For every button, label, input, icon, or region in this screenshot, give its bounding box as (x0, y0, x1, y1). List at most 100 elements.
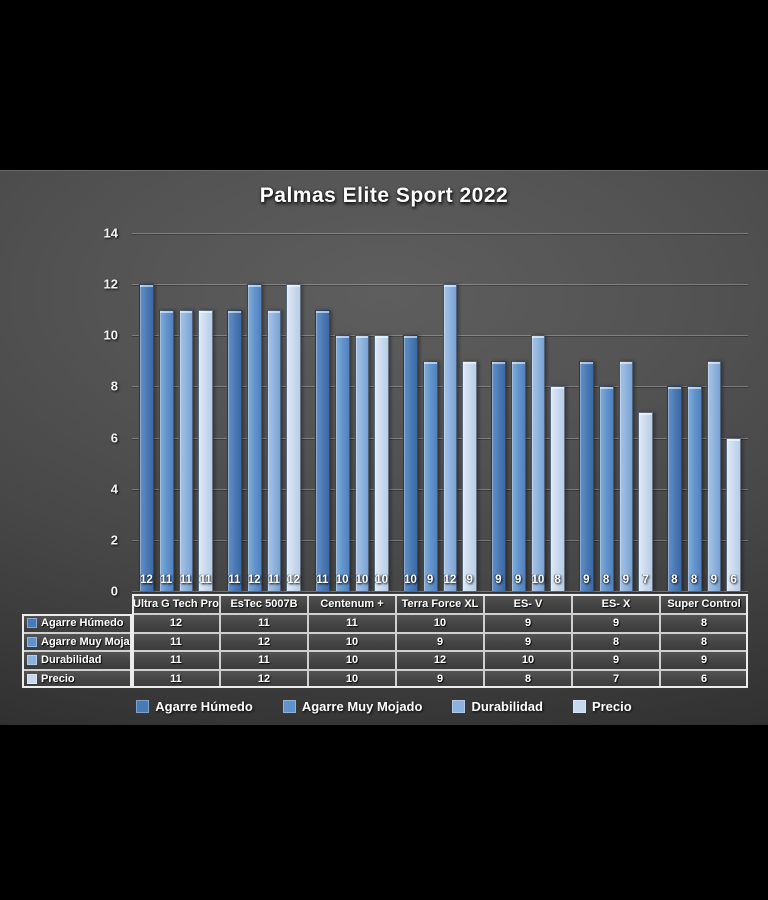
bar-value-label: 12 (247, 573, 261, 586)
table-value-cell: 9 (396, 669, 484, 688)
chart-title: Palmas Elite Sport 2022 (259, 184, 509, 207)
table-value-cell: 11 (132, 651, 220, 670)
table-value-cell: 9 (572, 614, 660, 633)
table-header-cell: Ultra G Tech Pro (132, 594, 220, 614)
bar: 10 (374, 335, 389, 591)
table-value-cell: 12 (396, 651, 484, 670)
legend-key-icon (136, 700, 150, 713)
bar: 6 (726, 437, 741, 591)
legend-item: Agarre Húmedo (136, 699, 253, 714)
legend-key-icon (452, 700, 466, 713)
bar-value-label: 6 (730, 573, 737, 586)
table-value-cell: 10 (308, 651, 396, 670)
bar: 9 (491, 360, 506, 591)
bar-value-label: 9 (495, 573, 502, 586)
bar: 11 (315, 309, 330, 591)
bar-value-label: 11 (160, 573, 173, 586)
table-value-cell: 11 (220, 614, 308, 633)
y-axis-tick-label: 14 (103, 225, 118, 241)
table-value-cell: 10 (484, 651, 572, 670)
legend-label: Agarre Muy Mojado (301, 699, 423, 714)
bar-value-label: 8 (554, 573, 561, 586)
bar: 10 (403, 335, 418, 591)
table-value-cell: 6 (660, 669, 748, 688)
y-axis-tick-label: 4 (110, 481, 118, 497)
bar-value-label: 12 (443, 573, 457, 586)
legend-item: Agarre Muy Mojado (282, 699, 423, 714)
bar: 8 (550, 386, 565, 591)
table-value-cell: 9 (572, 651, 660, 670)
bar: 12 (246, 284, 262, 591)
legend-label: Agarre Húmedo (155, 699, 253, 714)
bar-value-label: 11 (267, 573, 280, 586)
bar: 7 (638, 412, 653, 591)
legend-label: Precio (591, 699, 632, 714)
table-value-cell: 7 (572, 669, 660, 688)
legend-item: Durabilidad (452, 699, 543, 714)
table-row-label: Agarre Muy Mojado (22, 632, 132, 651)
table-value-cell: 10 (396, 614, 484, 633)
y-axis-tick-label: 2 (110, 532, 118, 548)
table-header-cell: ES- X (572, 594, 660, 614)
bar-group: 10 9 12 9 (396, 233, 484, 591)
data-table: Ultra G Tech Pro EsTec 5007B Centenum + Ter… (22, 594, 748, 688)
table-value-cell: 11 (132, 669, 220, 688)
gridline (132, 591, 748, 592)
bar: 10 (354, 335, 370, 591)
bar-value-label: 9 (710, 573, 718, 586)
bar-value-label: 9 (514, 573, 522, 586)
bar-value-label: 10 (375, 573, 389, 586)
bar-group: 11 12 11 12 (220, 233, 308, 591)
table-value-cell: 12 (220, 669, 308, 688)
table-header-cell: ES- V (484, 594, 572, 614)
bar: 12 (286, 284, 301, 591)
table-row-label: Precio (22, 669, 132, 688)
bar: 9 (618, 360, 634, 591)
bar: 11 (266, 309, 282, 591)
series-key-icon (27, 636, 37, 647)
bar: 11 (198, 309, 213, 591)
table-corner-cell (22, 594, 132, 614)
bar-value-label: 9 (622, 573, 630, 586)
table-value-cell: 10 (308, 669, 396, 688)
table-value-cell: 10 (308, 632, 396, 651)
series-name: Agarre Húmedo (41, 617, 124, 630)
table-value-cell: 8 (484, 669, 572, 688)
series-name: Precio (41, 672, 75, 685)
bar: 11 (158, 309, 174, 591)
bar: 8 (686, 386, 702, 591)
series-key-icon (27, 673, 37, 684)
table-value-cell: 12 (132, 614, 220, 633)
bar-value-label: 8 (602, 573, 610, 586)
table-value-cell: 8 (660, 614, 748, 633)
gridline (132, 335, 748, 337)
bar: 9 (422, 360, 438, 591)
bar-value-label: 7 (642, 573, 649, 586)
table-value-cell: 9 (396, 632, 484, 651)
table-value-cell: 9 (484, 632, 572, 651)
bar: 9 (510, 360, 526, 591)
legend: Agarre Húmedo Agarre Muy Mojado Durabilida… (0, 699, 768, 714)
bar: 10 (530, 335, 546, 591)
gridline (132, 539, 748, 541)
bar: 10 (334, 335, 350, 591)
bar-value-label: 10 (403, 573, 417, 586)
bar-value-label: 9 (583, 573, 590, 586)
gridline (132, 488, 748, 490)
bar-group: 12 11 11 11 (132, 233, 220, 591)
legend-key-icon (572, 700, 586, 713)
table-header-cell: Terra Force XL (396, 594, 484, 614)
series-key-icon (27, 618, 37, 629)
table-row-label: Durabilidad (22, 651, 132, 670)
table-value-cell: 11 (220, 651, 308, 670)
y-axis-tick-label: 6 (110, 430, 118, 446)
legend-key-icon (282, 700, 296, 713)
bar: 12 (139, 284, 154, 591)
bar: 9 (706, 360, 722, 591)
table-row-label: Agarre Húmedo (22, 614, 132, 633)
y-axis-tick-label: 8 (110, 378, 118, 394)
bar: 8 (598, 386, 614, 591)
slide-panel: Palmas Elite Sport 2022 0 2 4 6 8 10 12 14 12 11… (0, 170, 768, 725)
bar-value-label: 11 (228, 573, 241, 586)
